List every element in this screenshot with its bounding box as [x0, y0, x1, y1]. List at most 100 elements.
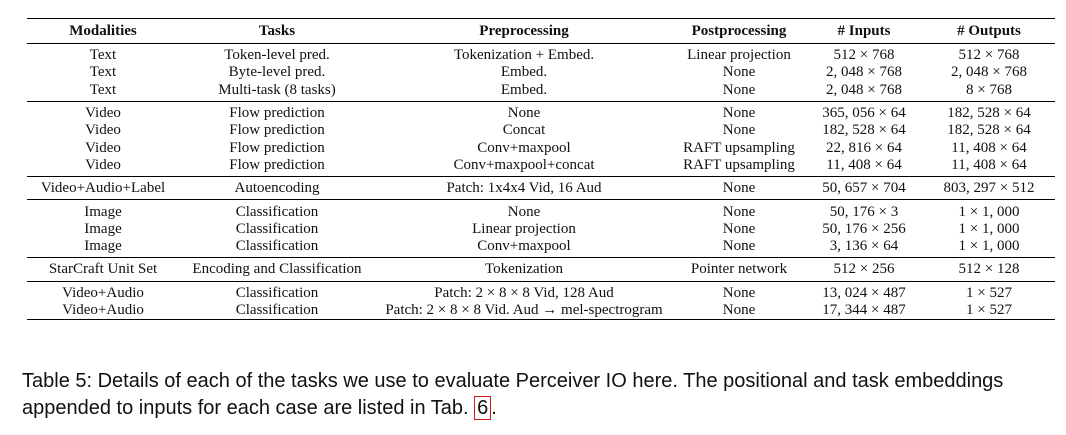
postprocessing-cell: RAFT upsampling: [683, 156, 795, 173]
task-cell: Flow prediction: [229, 122, 325, 139]
caption-end: .: [491, 397, 497, 419]
table-row: Text Byte-level pred. Embed. None 2, 048 × 7…: [27, 64, 1055, 81]
table-row: Video Flow prediction Concat None 182, 528 ×…: [27, 122, 1055, 139]
outputs-cell: 182, 528 × 64: [947, 122, 1031, 139]
preprocessing-cell: Conv+maxpool: [477, 238, 571, 255]
header-postprocessing: Postprocessing: [691, 22, 787, 39]
task-cell: Classification: [235, 238, 319, 255]
table-row: Image Classification None None 50, 176 × 3 1 …: [27, 200, 1055, 221]
task-cell: Classification: [235, 203, 319, 220]
inputs-cell: 22, 816 × 64: [826, 139, 902, 156]
preprocessing-cell: Conv+maxpool+concat: [453, 156, 595, 173]
table-reference-link[interactable]: 6: [474, 396, 492, 420]
postprocessing-cell: None: [722, 220, 756, 237]
modality-cell: Video: [85, 105, 121, 122]
task-cell: Token-level pred.: [224, 47, 330, 64]
postprocessing-cell: Pointer network: [690, 261, 788, 278]
preprocessing-cell: Embed.: [500, 81, 548, 98]
outputs-cell: 1 × 1, 000: [958, 220, 1020, 237]
header-modalities: Modalities: [69, 22, 137, 39]
inputs-cell: 17, 344 × 487: [822, 302, 906, 318]
inputs-cell: 50, 176 × 3: [829, 203, 899, 220]
outputs-cell: 803, 297 × 512: [943, 180, 1035, 197]
table-row: Video+Audio Classification Patch: 2 × 8 × …: [27, 302, 1055, 320]
inputs-cell: 2, 048 × 768: [826, 81, 902, 98]
modality-cell: StarCraft Unit Set: [48, 261, 158, 278]
task-details-table-wrapper: Modalities Tasks Preprocessing Postproce…: [27, 18, 1055, 320]
postprocessing-cell: RAFT upsampling: [683, 139, 795, 156]
outputs-cell: 1 × 1, 000: [958, 203, 1020, 220]
modality-cell: Video+Audio: [62, 302, 144, 318]
table-caption: Table 5: Details of each of the tasks we…: [22, 368, 1052, 422]
task-cell: Classification: [235, 284, 319, 301]
outputs-cell: 1 × 527: [966, 302, 1012, 318]
caption-text: Table 5: Details of each of the tasks we…: [22, 370, 1004, 419]
table-row: Video Flow prediction Conv+maxpool+concat R…: [27, 157, 1055, 177]
table-row: Text Token-level pred. Tokenization + Embe…: [27, 44, 1055, 65]
outputs-cell: 8 × 768: [966, 81, 1012, 98]
postprocessing-cell: None: [722, 302, 756, 318]
postprocessing-cell: Linear projection: [687, 47, 791, 64]
preprocessing-cell: Linear projection: [472, 220, 576, 237]
preprocessing-cell: Tokenization + Embed.: [453, 47, 595, 64]
modality-cell: Text: [89, 64, 117, 81]
postprocessing-cell: None: [722, 81, 756, 98]
postprocessing-cell: None: [722, 238, 756, 255]
preprocessing-cell: Conv+maxpool: [477, 139, 571, 156]
modality-cell: Video: [85, 156, 121, 173]
modality-cell: Video: [85, 122, 121, 139]
header-tasks: Tasks: [258, 22, 296, 39]
table-header-row: Modalities Tasks Preprocessing Postproce…: [27, 18, 1055, 44]
postprocessing-cell: None: [722, 284, 756, 301]
inputs-cell: 365, 056 × 64: [822, 105, 906, 122]
preprocessing-cell: Concat: [502, 122, 546, 139]
outputs-cell: 2, 048 × 768: [951, 64, 1027, 81]
modality-cell: Text: [89, 81, 117, 98]
table-row: Text Multi-task (8 tasks) Embed. None 2, 048…: [27, 82, 1055, 102]
inputs-cell: 182, 528 × 64: [822, 122, 906, 139]
preprocessing-cell: Patch: 1x4x4 Vid, 16 Aud: [446, 180, 602, 197]
table-row: Video Flow prediction None None 365, 056 × 6…: [27, 101, 1055, 122]
task-cell: Autoencoding: [234, 180, 320, 197]
preprocessing-cell: Tokenization: [484, 261, 564, 278]
preprocessing-cell: Patch: 2 × 8 × 8 Vid. Aud → mel-spectrog…: [385, 302, 663, 318]
inputs-cell: 50, 176 × 256: [822, 220, 906, 237]
preprocessing-cell: Patch: 2 × 8 × 8 Vid, 128 Aud: [434, 284, 614, 301]
table-row: Video+Audio+Label Autoencoding Patch: 1x4x…: [27, 177, 1055, 200]
modality-cell: Video+Audio: [62, 284, 144, 301]
task-details-table: Modalities Tasks Preprocessing Postproce…: [27, 18, 1055, 320]
postprocessing-cell: None: [722, 122, 756, 139]
modality-cell: Image: [84, 238, 122, 255]
inputs-cell: 512 × 256: [833, 261, 895, 278]
task-cell: Encoding and Classification: [192, 261, 362, 278]
outputs-cell: 512 × 128: [958, 261, 1020, 278]
task-cell: Classification: [235, 302, 319, 318]
inputs-cell: 2, 048 × 768: [826, 64, 902, 81]
inputs-cell: 512 × 768: [833, 47, 895, 64]
task-cell: Multi-task (8 tasks): [218, 81, 336, 98]
task-cell: Flow prediction: [229, 156, 325, 173]
postprocessing-cell: None: [722, 64, 756, 81]
inputs-cell: 50, 657 × 704: [822, 180, 906, 197]
task-cell: Classification: [235, 220, 319, 237]
outputs-cell: 1 × 527: [966, 284, 1012, 301]
header-preprocessing: Preprocessing: [479, 22, 569, 39]
modality-cell: Image: [84, 220, 122, 237]
table-row: StarCraft Unit Set Encoding and Classific…: [27, 258, 1055, 282]
inputs-cell: 3, 136 × 64: [829, 238, 899, 255]
postprocessing-cell: None: [722, 203, 756, 220]
table-row: Video+Audio Classification Patch: 2 × 8 × …: [27, 281, 1055, 302]
preprocessing-cell: Embed.: [500, 64, 548, 81]
outputs-cell: 512 × 768: [958, 47, 1020, 64]
modality-cell: Image: [84, 203, 122, 220]
outputs-cell: 182, 528 × 64: [947, 105, 1031, 122]
task-cell: Flow prediction: [229, 105, 325, 122]
outputs-cell: 11, 408 × 64: [951, 139, 1027, 156]
task-cell: Byte-level pred.: [228, 64, 326, 81]
table-row: Video Flow prediction Conv+maxpool RAFT ups…: [27, 139, 1055, 156]
inputs-cell: 13, 024 × 487: [822, 284, 906, 301]
postprocessing-cell: None: [722, 105, 756, 122]
preprocessing-cell: None: [507, 105, 541, 122]
table-body: Text Token-level pred. Tokenization + Embe…: [27, 44, 1055, 320]
inputs-cell: 11, 408 × 64: [826, 156, 902, 173]
